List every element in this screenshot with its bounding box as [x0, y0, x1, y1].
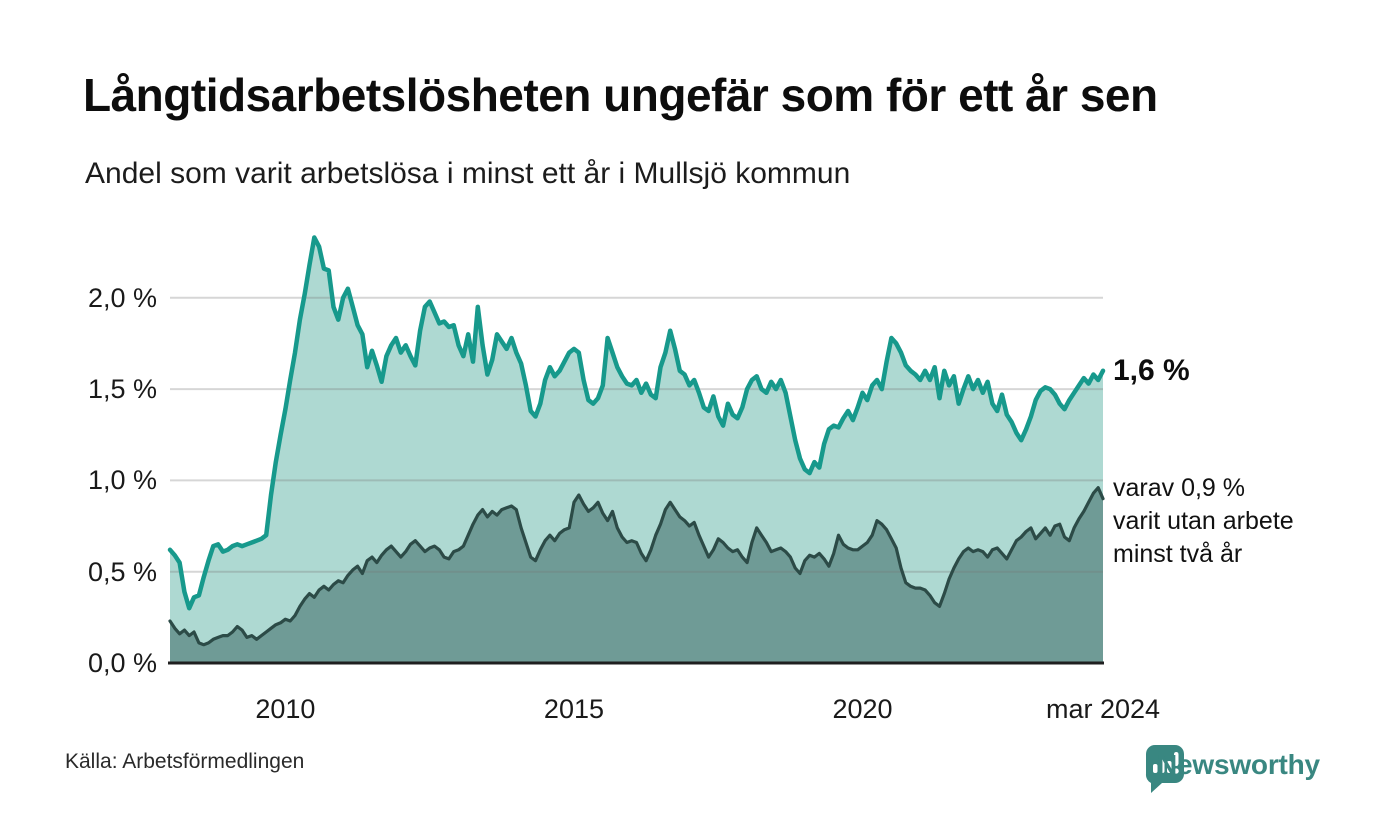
y-axis-tick-label: 1,5 %: [87, 374, 157, 405]
x-axis-tick-label: 2020: [832, 694, 893, 724]
gridlines: [170, 296, 1103, 573]
end-value-label-total: 1,6 %: [1113, 353, 1190, 387]
end-value-label-secondary: varav 0,9 % varit utan arbete minst två …: [1113, 472, 1353, 571]
total-area: [170, 237, 1103, 663]
annotation-line: varit utan arbete: [1113, 506, 1294, 535]
brand-wordmark: Newsworthy: [1157, 749, 1320, 780]
x-axis-tick-label: 2015: [543, 694, 605, 724]
y-axis-tick-label: 0,0 %: [87, 648, 157, 678]
y-axis-tick-label: 1,0 %: [87, 465, 157, 496]
page-title: Långtidsarbetslösheten ungefär som för e…: [83, 69, 1158, 121]
secondary-area: [170, 487, 1103, 663]
annotation-line: varav 0,9 %: [1113, 473, 1246, 502]
secondary-line: [168, 486, 1105, 647]
y-axis-tick-label: 0,5 %: [87, 556, 157, 587]
total-line: [167, 235, 1106, 611]
annotation-line: minst två år: [1113, 539, 1243, 568]
y-axis-tick-label: 2,0 %: [87, 282, 157, 313]
source-credit: Källa: Arbetsförmedlingen: [65, 750, 305, 773]
x-axis-tick-label: 2010: [255, 694, 316, 724]
x-axis-tick-label: mar 2024: [1045, 694, 1161, 724]
page-subtitle: Andel som varit arbetslösa i minst ett å…: [85, 157, 851, 190]
newsworthy-logo: Newsworthy: [1146, 744, 1320, 792]
